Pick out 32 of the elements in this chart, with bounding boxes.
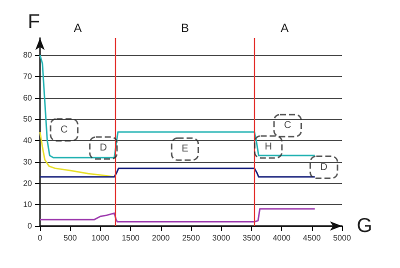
y-axis-title: F (28, 11, 40, 33)
y-tick-label: 70 (23, 72, 33, 81)
annotation: D (320, 162, 328, 173)
text: B (180, 21, 189, 35)
y-tick-label: 0 (28, 222, 33, 230)
y-tick-label: 30 (23, 157, 33, 166)
annotation: D (100, 142, 108, 154)
x-tick-label: 5000 (333, 234, 352, 242)
x-tick-label: 4000 (272, 234, 292, 242)
x-tick-label: 3000 (212, 234, 231, 242)
x-axis-title: G (356, 215, 372, 237)
x-tick-label: 1000 (92, 234, 110, 242)
y-tick-label: 60 (23, 93, 33, 102)
x-tick-label: 0 (38, 234, 43, 242)
annotation: C (284, 120, 292, 132)
annotation: H (264, 141, 272, 152)
x-tick-label: 2000 (152, 234, 170, 242)
y-tick-label: 40 (23, 136, 33, 146)
line-series (39, 208, 316, 222)
y-tick-label: 10 (23, 200, 33, 210)
y-tick-label: 50 (23, 114, 33, 124)
x-tick-label: 2500 (182, 234, 200, 242)
annotation: E (182, 144, 189, 155)
y-tick-label: 20 (23, 178, 33, 188)
x-tick-label: 4500 (302, 234, 322, 242)
text: A (74, 21, 82, 35)
x-tick-label: 500 (64, 234, 78, 242)
x-tick-label: 3500 (242, 234, 261, 242)
x-tick-label: 1500 (122, 234, 140, 242)
annotation: C (60, 124, 68, 136)
y-tick-label: 80 (23, 50, 33, 60)
text: A (280, 21, 289, 35)
